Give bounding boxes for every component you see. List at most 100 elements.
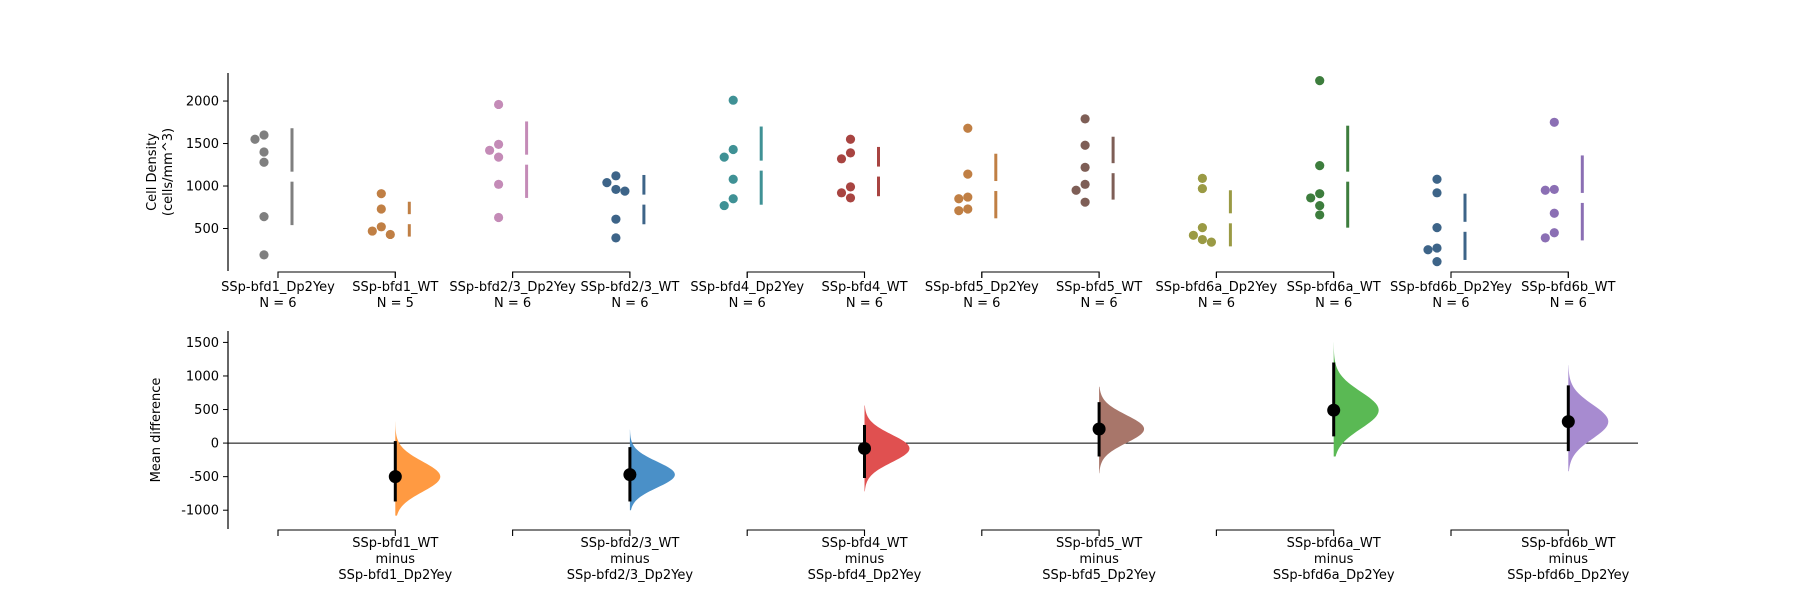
group-n-label: N = 6	[259, 296, 296, 311]
swarm-point	[719, 200, 729, 211]
swarm-point	[1432, 257, 1442, 267]
group-n-label: N = 5	[377, 296, 414, 311]
swarm-point	[376, 222, 386, 232]
group-label: SSp-bfd2/3_WT	[581, 280, 680, 295]
swarm-point	[963, 204, 973, 214]
swarm-point	[259, 147, 269, 157]
swarm-point	[611, 214, 621, 224]
swarm-point	[376, 189, 386, 199]
comparison-label-line1: SSp-bfd6a_WT	[1287, 536, 1381, 551]
swarm-point	[494, 99, 504, 110]
swarm-point	[1315, 210, 1325, 220]
swarm-point	[1080, 140, 1090, 150]
comparison-label-line3: SSp-bfd6a_Dp2Yey	[1273, 568, 1395, 583]
swarm-point	[611, 233, 621, 243]
swarm-point	[963, 169, 973, 179]
swarm-point	[494, 212, 504, 223]
comparison-label-line3: SSp-bfd2/3_Dp2Yey	[567, 568, 694, 583]
swarm-point	[494, 152, 504, 162]
swarm-point	[1071, 185, 1081, 195]
swarm-point	[954, 194, 964, 204]
swarm-point	[836, 154, 847, 164]
group-label: SSp-bfd6b_Dp2Yey	[1390, 280, 1512, 295]
top-pair-bracket	[1215, 271, 1335, 278]
group-n-label: N = 6	[963, 296, 1000, 311]
group-n-label: N = 6	[1081, 296, 1118, 311]
bottom-pair-bracket	[277, 529, 396, 536]
y-title-line2: (cells/mm^3)	[161, 128, 176, 216]
comparison-label-line2: minus	[610, 552, 650, 567]
swarm-point	[259, 250, 269, 260]
swarm-point	[602, 178, 612, 188]
mean-difference-point	[388, 470, 402, 484]
swarm-point	[259, 157, 269, 167]
mean-difference-point	[858, 441, 871, 455]
bottom-pair-bracket	[1215, 529, 1335, 536]
comparison-label-line2: minus	[1314, 552, 1354, 567]
comparison-label-line1: SSp-bfd6b_WT	[1521, 536, 1615, 551]
swarm-point	[250, 134, 260, 144]
bottom-pair-bracket	[746, 529, 866, 536]
swarm-point	[1432, 243, 1442, 253]
bootstrap-distribution	[1568, 365, 1609, 472]
swarm-point	[1432, 223, 1442, 233]
top-pair-bracket	[512, 271, 631, 278]
mean-difference-point	[1327, 403, 1341, 417]
group-label: SSp-bfd6b_WT	[1521, 280, 1615, 295]
swarm-point	[259, 130, 269, 140]
swarm-point	[845, 134, 856, 144]
swarm-point	[963, 192, 973, 202]
bottom-pair-bracket	[981, 529, 1100, 536]
swarm-point	[728, 174, 738, 184]
swarm-point	[1549, 208, 1559, 218]
swarm-point	[1540, 185, 1550, 195]
group-label: SSp-bfd5_WT	[1056, 280, 1142, 295]
swarm-point	[1197, 173, 1207, 183]
swarm-point	[494, 139, 504, 149]
swarm-point	[1423, 245, 1433, 255]
swarm-point	[1432, 174, 1442, 184]
top-y-tick-label: 500	[194, 222, 219, 237]
swarm-point	[1080, 179, 1090, 189]
group-label: SSp-bfd1_Dp2Yey	[221, 280, 335, 295]
bottom-y-tick-label: -500	[189, 470, 219, 485]
comparison-label-line3: SSp-bfd6b_Dp2Yey	[1507, 568, 1629, 583]
group-label: SSp-bfd4_Dp2Yey	[690, 280, 804, 295]
group-label: SSp-bfd2/3_Dp2Yey	[449, 280, 576, 295]
comparison-label-line1: SSp-bfd2/3_WT	[581, 536, 680, 551]
comparison-label-line2: minus	[845, 552, 885, 567]
swarm-point	[1080, 114, 1090, 124]
group-label: SSp-bfd5_Dp2Yey	[925, 280, 1039, 295]
bottom-y-axis-title: Mean difference	[149, 378, 164, 483]
bottom-y-tick-label: 500	[194, 403, 219, 418]
top-pair-bracket	[746, 271, 866, 278]
swarm-point	[485, 145, 495, 155]
swarm-point	[1080, 162, 1090, 172]
comparison-label-line3: SSp-bfd1_Dp2Yey	[338, 568, 452, 583]
group-n-label: N = 6	[1198, 296, 1235, 311]
comparison-label-line2: minus	[1549, 552, 1589, 567]
top-pair-bracket	[1450, 271, 1569, 278]
swarm-point	[1080, 197, 1090, 207]
swarm-point	[1315, 161, 1325, 171]
swarm-point	[1549, 117, 1559, 127]
top-y-axis-title: Cell Density(cells/mm^3)	[145, 128, 176, 216]
swarm-point	[836, 188, 847, 198]
swarm-point	[963, 123, 973, 133]
swarm-point	[719, 152, 729, 162]
top-y-tick-label: 1000	[186, 180, 219, 195]
swarm-point	[845, 182, 856, 192]
top-y-tick-label: 1500	[186, 137, 219, 152]
bootstrap-distribution	[864, 405, 910, 492]
mean-difference-panel: -1000 -500 0 500 1000 1500 Mean difference SSp-…	[149, 331, 1638, 583]
group-label: SSp-bfd1_WT	[352, 280, 438, 295]
swarm-point	[1197, 183, 1207, 194]
swarm-point	[494, 179, 504, 189]
mean-difference-point	[623, 468, 637, 482]
swarm-point	[1315, 200, 1325, 211]
top-y-tick-label: 2000	[186, 95, 219, 110]
swarm-point	[1432, 188, 1442, 198]
bootstrap-distribution	[395, 421, 441, 516]
group-n-label: N = 6	[494, 296, 531, 311]
